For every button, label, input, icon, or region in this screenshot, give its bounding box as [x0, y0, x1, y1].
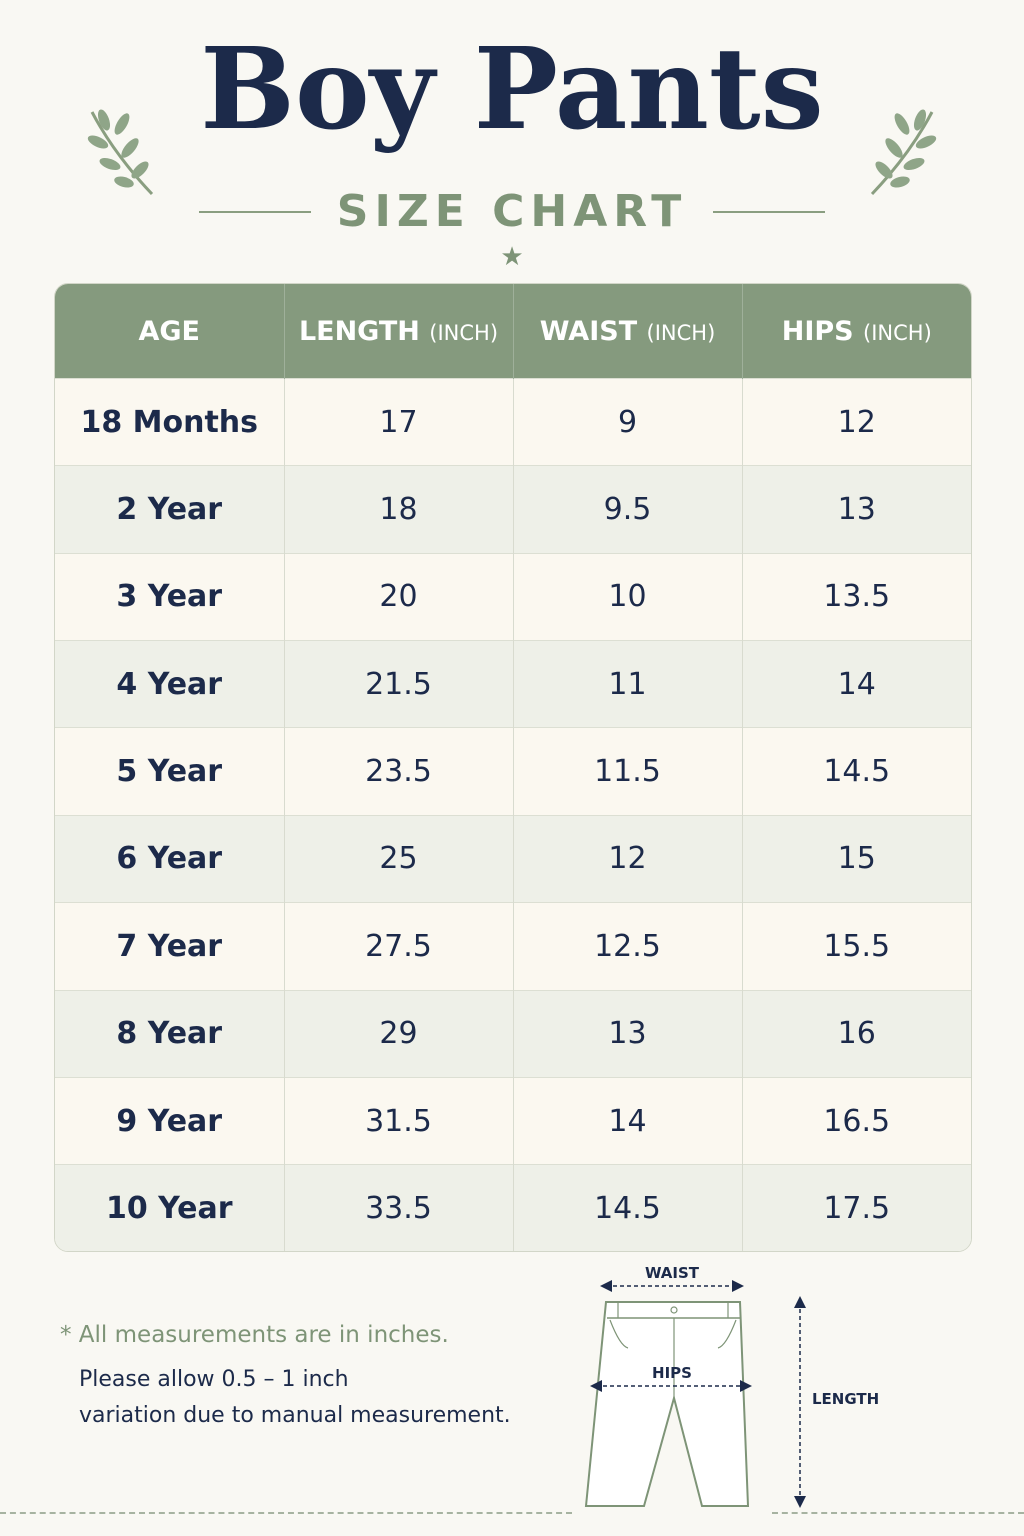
hips-cell: 14 — [742, 640, 971, 728]
column-header-waist: WAIST (INCH) — [513, 284, 743, 379]
page-title: Boy Pants — [200, 24, 824, 155]
table-row: 5 Year 23.5 11.5 14.5 — [55, 727, 971, 816]
note-body: Please allow 0.5 – 1 inch variation due … — [79, 1362, 560, 1434]
length-cell: 31.5 — [284, 1076, 514, 1165]
size-table: AGE LENGTH (INCH) WAIST (INCH) HIPS (INC… — [54, 283, 972, 1252]
note-line: variation due to manual measurement. — [79, 1403, 511, 1428]
waist-cell: 11 — [513, 640, 743, 728]
table-row: 7 Year 27.5 12.5 15.5 — [55, 902, 971, 991]
age-cell: 3 Year — [55, 552, 285, 641]
age-cell: 4 Year — [55, 640, 285, 728]
age-cell: 7 Year — [55, 902, 285, 991]
waist-cell: 12 — [513, 814, 743, 903]
table-row: 8 Year 29 13 16 — [55, 989, 971, 1078]
table-row: 3 Year 20 10 13.5 — [55, 552, 971, 641]
length-cell: 27.5 — [284, 902, 514, 991]
dashed-divider — [0, 1512, 572, 1514]
table-row: 9 Year 31.5 14 16.5 — [55, 1076, 971, 1165]
table-header-row: AGE LENGTH (INCH) WAIST (INCH) HIPS (INC… — [55, 284, 971, 379]
column-unit: (INCH) — [646, 320, 716, 345]
waist-cell: 9.5 — [513, 465, 743, 554]
page-subtitle: SIZE CHART — [336, 186, 688, 237]
hips-cell: 14.5 — [742, 727, 971, 816]
length-cell: 20 — [284, 552, 514, 641]
waist-cell: 11.5 — [513, 727, 743, 816]
divider — [713, 210, 826, 213]
hips-label: HIPS — [652, 1364, 692, 1382]
pants-outline — [584, 1301, 750, 1507]
column-header-age: AGE — [55, 284, 285, 379]
hips-cell: 12 — [742, 377, 971, 466]
pants-measurement-diagram: WAIST HIPS LENGTH — [584, 1264, 879, 1508]
hips-cell: 15 — [742, 814, 971, 903]
waist-cell: 13 — [513, 989, 743, 1078]
length-label: LENGTH — [812, 1390, 879, 1408]
column-header-hips: HIPS (INCH) — [742, 284, 971, 379]
note-line: Please allow 0.5 – 1 inch — [79, 1367, 349, 1392]
subtitle-row: SIZE CHART — [0, 186, 1024, 237]
leaf-sprig-icon — [870, 109, 937, 196]
hips-cell: 16.5 — [742, 1076, 971, 1165]
age-cell: 10 Year — [55, 1164, 285, 1251]
star-icon: ★ — [500, 242, 524, 272]
table-row: 10 Year 33.5 14.5 17.5 — [55, 1164, 971, 1251]
length-cell: 21.5 — [284, 640, 514, 728]
divider — [198, 210, 311, 213]
dashed-divider — [772, 1512, 1024, 1514]
age-cell: 8 Year — [55, 989, 285, 1078]
age-cell: 2 Year — [55, 465, 285, 554]
table-row: 4 Year 21.5 11 14 — [55, 640, 971, 728]
age-cell: 9 Year — [55, 1076, 285, 1165]
note-headline: * All measurements are in inches. — [60, 1322, 449, 1348]
waist-cell: 14.5 — [513, 1164, 743, 1251]
length-cell: 33.5 — [284, 1164, 514, 1251]
waist-cell: 12.5 — [513, 902, 743, 991]
column-unit: (INCH) — [863, 320, 932, 345]
measurement-note: * All measurements are in inches. Please… — [60, 1322, 560, 1434]
length-cell: 29 — [284, 989, 514, 1078]
age-cell: 5 Year — [55, 727, 285, 816]
hips-cell: 13 — [742, 465, 971, 554]
table-row: 2 Year 18 9.5 13 — [55, 465, 971, 554]
waist-cell: 9 — [513, 377, 743, 466]
age-cell: 18 Months — [55, 377, 285, 466]
hips-cell: 15.5 — [742, 902, 971, 991]
column-unit: (INCH) — [429, 320, 499, 345]
length-cell: 17 — [284, 377, 514, 466]
length-cell: 23.5 — [284, 727, 514, 816]
table-row: 18 Months 17 9 12 — [55, 377, 971, 466]
leaf-sprig-icon — [87, 109, 154, 196]
waist-label: WAIST — [645, 1264, 700, 1282]
length-cell: 18 — [284, 465, 514, 554]
hips-cell: 17.5 — [742, 1164, 971, 1251]
waist-cell: 10 — [513, 552, 743, 641]
length-cell: 25 — [284, 814, 514, 903]
hips-cell: 13.5 — [742, 552, 971, 641]
waist-cell: 14 — [513, 1076, 743, 1165]
column-header-length: LENGTH (INCH) — [284, 284, 514, 379]
hips-cell: 16 — [742, 989, 971, 1078]
table-row: 6 Year 25 12 15 — [55, 814, 971, 903]
age-cell: 6 Year — [55, 814, 285, 903]
